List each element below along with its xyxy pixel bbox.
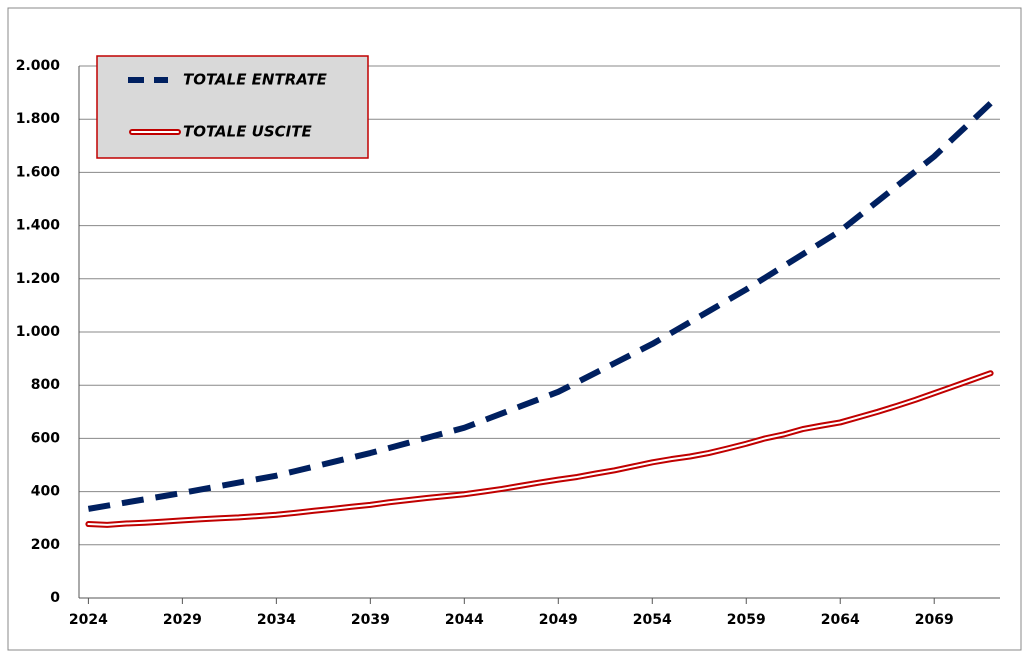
- x-tick-label: 2039: [351, 612, 390, 628]
- y-tick-label: 1.800: [16, 111, 61, 127]
- grid: 0 200 400 600 800 1.000 1.200 1.400 1.600 1.800 2.…: [16, 58, 1000, 628]
- y-tick-label: 0: [50, 590, 60, 606]
- y-tick-label: 600: [31, 430, 60, 446]
- x-tick-label: 2044: [445, 612, 484, 628]
- series-line: [87, 101, 993, 512]
- y-tick-label: 1.000: [16, 324, 61, 340]
- y-tick-label: 1.200: [16, 271, 61, 287]
- legend-label: TOTALE USCITE: [183, 123, 312, 141]
- y-tick-label: 200: [31, 537, 60, 553]
- legend: TOTALE ENTRATE TOTALE USCITE: [96, 55, 369, 159]
- lines: [85, 101, 994, 528]
- y-tick-label: 2.000: [16, 58, 61, 74]
- y-tick-label: 1.600: [16, 164, 61, 180]
- legend-box: [96, 55, 369, 159]
- x-tick-label: 2059: [727, 612, 766, 628]
- series-line-inner: [87, 372, 992, 526]
- x-tick-label: 2024: [69, 612, 108, 628]
- x-tick-label: 2054: [633, 612, 672, 628]
- x-tick-label: 2049: [539, 612, 578, 628]
- y-tick-label: 400: [31, 484, 60, 500]
- x-tick-label: 2034: [257, 612, 296, 628]
- x-tick-label: 2069: [915, 612, 954, 628]
- legend-label: TOTALE ENTRATE: [183, 71, 328, 89]
- y-tick-label: 1.400: [16, 218, 61, 234]
- y-tick-label: 800: [31, 377, 60, 393]
- x-tick-label: 2029: [163, 612, 202, 628]
- x-tick-label: 2064: [821, 612, 860, 628]
